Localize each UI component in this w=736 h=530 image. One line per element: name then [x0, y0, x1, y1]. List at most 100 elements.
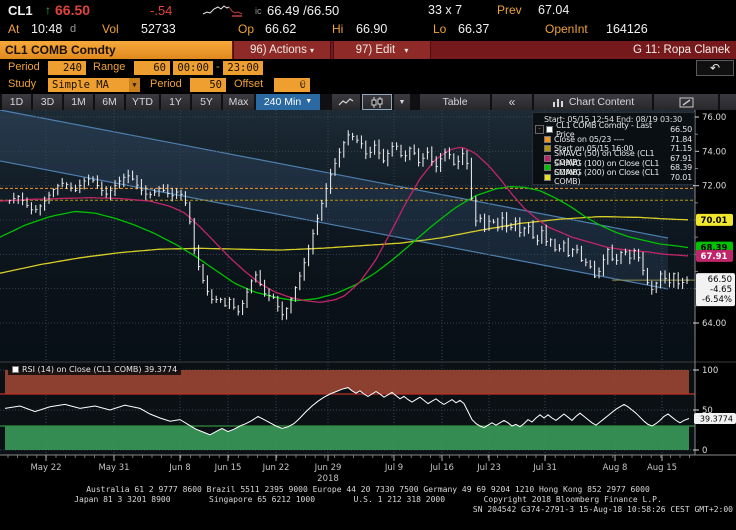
date-axis-label: Jul 16 — [429, 463, 454, 473]
interval-select[interactable]: 240 Min ▼ — [256, 94, 320, 110]
offset-label: Offset — [234, 78, 264, 90]
study-select[interactable]: Simple MA ▼ — [48, 78, 140, 92]
year-label: 2018 — [317, 474, 339, 482]
legend-swatch-icon — [544, 145, 551, 153]
price-bars — [8, 130, 689, 321]
range-button-6m[interactable]: 6M — [95, 94, 124, 110]
footer-serial: SN 204542 G374-2791-3 15-Aug-18 10:58:26… — [472, 505, 733, 514]
bid-ask-prefix: ic — [255, 6, 262, 16]
edit-menu-button[interactable]: 97) Edit ▾ — [333, 41, 431, 59]
price-rsi-chart: 76.0074.0072.0064.0070.0168.3967.9166.50… — [0, 110, 736, 482]
legend-item[interactable]: Close on 05/23 ---- 71.84 — [535, 135, 692, 145]
period-input[interactable]: 240 — [48, 61, 86, 75]
legend-series-label: SMAVG (200) on Close (CL1 COMB) — [554, 168, 660, 187]
undo-button[interactable]: ↶ — [696, 60, 734, 76]
chevron-down-icon: ▾ — [404, 46, 409, 55]
legend-collapse-icon[interactable]: - — [535, 125, 544, 135]
last-price-badge — [696, 273, 735, 307]
legend-item[interactable]: SMAVG (50) on Close (CL1 COMB) 67.91 — [535, 149, 692, 167]
chevron-down-icon: ▾ — [310, 46, 315, 55]
chart-type-caret-button[interactable]: ▼ — [394, 94, 410, 110]
intraday-sparkline-icon — [202, 3, 250, 23]
legend-swatch-icon — [546, 126, 553, 134]
range-button-5y[interactable]: 5Y — [192, 94, 221, 110]
edit-label: 97) Edit — [355, 44, 396, 56]
legend-series-value: 71.84 — [670, 134, 692, 144]
rsi-study-label[interactable]: RSI (14) on Close (CL1 COMB) 39.3774 — [8, 364, 182, 375]
function-titlebar: CL1 COMB Comdty 96) Actions ▾ 97) Edit ▾… — [0, 41, 736, 59]
pencil-icon[interactable]: ✎ — [300, 77, 311, 91]
volume: 52733 — [141, 22, 176, 36]
legend-series-value: 68.39 — [670, 163, 692, 173]
legend-swatch-icon — [544, 135, 551, 143]
date-axis-label: Aug 15 — [647, 463, 677, 473]
at-label: At — [8, 22, 20, 36]
rsi-axis-label: 0 — [702, 446, 707, 456]
low-label: Lo — [433, 22, 447, 36]
range-button-3d[interactable]: 3D — [33, 94, 62, 110]
interval-value: 240 Min — [263, 96, 302, 108]
line-chart-type-button[interactable] — [332, 94, 360, 110]
undo-icon: ↶ — [709, 61, 721, 75]
rsi-overbought-fill — [5, 370, 689, 394]
table-button[interactable]: Table — [420, 94, 490, 110]
legend-swatch-icon — [544, 173, 551, 181]
chart-plot-area[interactable]: 76.00 74.00 72.00 64.00 70.01 68.39 67.91 66.50… — [0, 110, 736, 482]
range-button-1m[interactable]: 1M — [64, 94, 93, 110]
high-price: 66.90 — [356, 22, 388, 36]
open-interest: 164126 — [606, 22, 648, 36]
date-axis-label: Jun 22 — [262, 463, 290, 473]
date-axis-label: May 31 — [98, 463, 129, 473]
collapse-button[interactable]: « — [492, 94, 532, 110]
legend-item[interactable]: SMAVG (100) on Close (CL1 COMB) 68.39 — [535, 159, 692, 177]
rsi-swatch-icon — [12, 366, 19, 373]
security-title: CL1 COMB Comdty — [0, 41, 232, 59]
chart-content-button[interactable]: Chart Content — [534, 94, 652, 110]
range-button-1d[interactable]: 1D — [2, 94, 31, 110]
candlestick-icon — [371, 96, 383, 108]
time-from-input[interactable]: 00:00 — [173, 61, 213, 75]
range-button-max[interactable]: Max — [223, 94, 254, 110]
annotate-button[interactable] — [654, 94, 718, 110]
legend-series-value: 71.15 — [670, 144, 692, 154]
open-label: Op — [238, 22, 255, 36]
prev-label: Prev — [497, 3, 522, 17]
offset-input[interactable]: 0 — [274, 78, 310, 92]
legend-series-value: 66.50 — [670, 125, 692, 135]
sma50-line — [0, 146, 689, 304]
range-button-1y[interactable]: 1Y — [161, 94, 190, 110]
study-period-label: Period — [150, 78, 182, 90]
date-axis-label: Aug 8 — [603, 463, 628, 473]
range-input[interactable]: 60 — [134, 61, 170, 75]
footer-phones-1: Australia 61 2 9777 8600 Brazil 5511 239… — [86, 485, 650, 494]
settings-button[interactable]: ⚙ — [720, 94, 736, 110]
range-label: Range — [93, 61, 126, 73]
svg-text:70.01: 70.01 — [701, 216, 728, 226]
legend-swatch-icon — [544, 164, 551, 172]
price-axis-label: 72.00 — [702, 182, 726, 192]
open-price: 66.62 — [265, 22, 297, 36]
legend-item[interactable]: - CL1 COMB Comdty - Last Price 66.50 — [535, 121, 692, 139]
study-period-input[interactable]: 50 — [190, 78, 226, 92]
rsi-axis-label: 100 — [702, 366, 718, 376]
openint-label: OpenInt — [545, 22, 588, 36]
date-axis-label: Jun 8 — [168, 463, 190, 473]
low-price: 66.37 — [458, 22, 490, 36]
range-button-ytd[interactable]: YTD — [126, 94, 159, 110]
chart-toolbar: 1D 3D 1M 6M YTD 1Y 5Y Max 240 Min ▼ ▼ Ta… — [0, 94, 736, 110]
last-price: 66.50 — [55, 2, 91, 18]
period-label: Period — [8, 61, 40, 73]
price-axis-label: 74.00 — [702, 147, 726, 157]
legend-range-title: Start: 05/15 12:54 End: 08/19 03:30 — [544, 115, 683, 124]
legend-item[interactable]: SMAVG (200) on Close (CL1 COMB) 70.01 — [535, 168, 692, 186]
legend-item[interactable]: Start on 05/15 16:00 71.15 — [535, 144, 692, 154]
launchpad-view-title: G 11: Ropa Clanek — [633, 44, 730, 56]
time-to-input[interactable]: 23:00 — [223, 61, 263, 75]
trend-channel-fill — [0, 110, 668, 290]
rsi-value-badge — [694, 412, 736, 424]
actions-menu-button[interactable]: 96) Actions ▾ — [233, 41, 331, 59]
candle-chart-type-button[interactable] — [362, 94, 392, 110]
sma200-line — [0, 215, 689, 274]
axis-value-badge — [696, 249, 733, 262]
